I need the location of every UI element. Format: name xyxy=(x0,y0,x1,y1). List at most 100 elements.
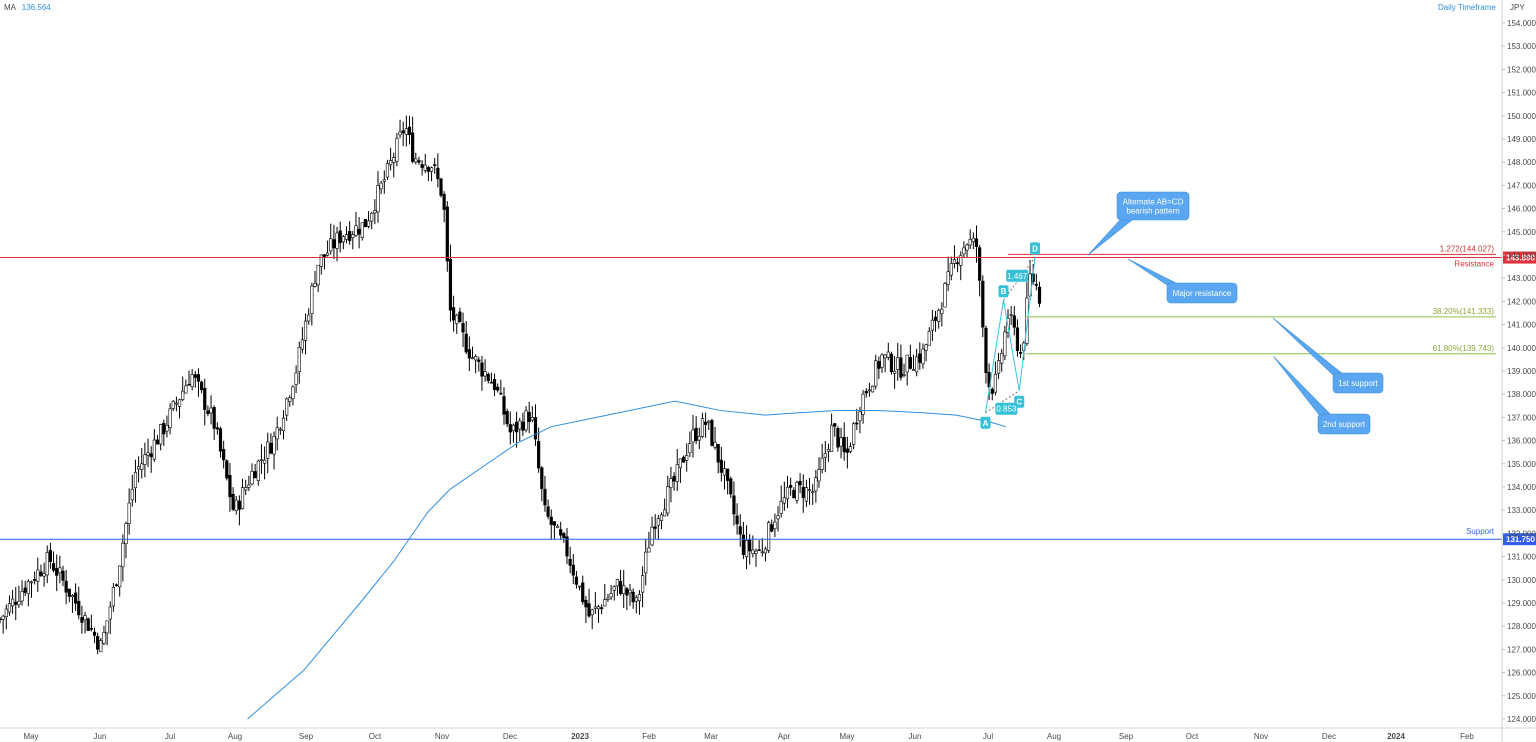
candle-up xyxy=(360,222,364,238)
y-tick-label: 139.000 xyxy=(1507,367,1536,376)
candle-up xyxy=(924,344,928,351)
candle-up xyxy=(105,620,109,634)
candle-up xyxy=(58,567,62,574)
candle-down xyxy=(237,500,242,510)
candle-up xyxy=(930,319,934,331)
x-tick-label: Jun xyxy=(909,732,922,741)
candle-up xyxy=(773,521,777,530)
candle-up xyxy=(707,420,711,423)
candle-down xyxy=(625,588,629,596)
candle-down xyxy=(568,558,572,566)
candle-up xyxy=(593,606,597,609)
candle-down xyxy=(770,524,774,532)
candle-up xyxy=(622,585,626,594)
candle-down xyxy=(1012,315,1016,328)
price-badge-label: 131.750 xyxy=(1506,535,1535,544)
candle-up xyxy=(395,137,399,162)
candle-down xyxy=(420,164,424,168)
candle-up xyxy=(886,351,890,358)
candle-down xyxy=(269,442,273,454)
candle-up xyxy=(36,569,40,582)
candle-down xyxy=(908,357,912,369)
candle-down xyxy=(1018,351,1023,354)
candle-up xyxy=(288,397,292,402)
candle-down xyxy=(703,421,708,425)
y-tick-label: 125.000 xyxy=(1507,692,1536,701)
candle-down xyxy=(436,167,440,180)
candle-up xyxy=(852,423,856,445)
x-tick-label: Jul xyxy=(165,732,175,741)
y-tick-label: 146.000 xyxy=(1507,205,1536,214)
candle-up xyxy=(291,386,295,400)
candle-down xyxy=(716,443,720,463)
candle-down xyxy=(332,239,336,249)
candle-up xyxy=(518,420,522,430)
candle-up xyxy=(398,131,402,136)
candle-up xyxy=(234,499,238,511)
candle-down xyxy=(789,485,793,488)
candle-up xyxy=(606,597,610,600)
candle-up xyxy=(165,424,169,432)
candle-down xyxy=(401,130,405,134)
candle-up xyxy=(11,598,15,607)
candle-up xyxy=(968,238,972,246)
pattern-point-label: C xyxy=(1016,398,1022,407)
y-tick-label: 144.000 xyxy=(1507,251,1536,260)
callout-text: bearish pattern xyxy=(1126,207,1179,216)
x-tick-label: May xyxy=(839,732,854,741)
x-tick-label: Sep xyxy=(1119,732,1134,741)
candle-up xyxy=(766,522,771,551)
candle-down xyxy=(489,381,494,384)
y-tick-label: 147.000 xyxy=(1507,181,1536,190)
candle-down xyxy=(23,587,27,593)
candle-up xyxy=(29,581,34,584)
candle-down xyxy=(407,126,412,136)
candle-up xyxy=(848,446,853,452)
y-tick-label: 130.000 xyxy=(1507,576,1536,585)
candle-up xyxy=(303,320,308,341)
y-tick-label: 149.000 xyxy=(1507,135,1536,144)
candle-up xyxy=(779,500,783,514)
candle-up xyxy=(952,259,957,264)
candle-up xyxy=(130,488,134,501)
candle-up xyxy=(1009,314,1013,316)
candle-up xyxy=(127,502,131,524)
candles xyxy=(0,115,1042,655)
candle-down xyxy=(212,407,216,429)
candle-down xyxy=(984,327,988,373)
x-tick-label: Aug xyxy=(228,732,242,741)
y-tick-label: 148.000 xyxy=(1507,158,1536,167)
candle-down xyxy=(200,381,204,391)
candle-down xyxy=(735,515,739,525)
x-tick-label: Aug xyxy=(1047,732,1061,741)
candle-up xyxy=(124,523,128,545)
candle-up xyxy=(379,182,383,190)
candle-up xyxy=(373,210,377,214)
candle-up xyxy=(647,547,651,553)
candle-down xyxy=(877,360,881,369)
candle-down xyxy=(33,578,37,581)
candle-up xyxy=(121,542,125,568)
candle-up xyxy=(940,308,944,314)
candle-up xyxy=(524,410,528,431)
candle-down xyxy=(417,160,421,163)
candle-up xyxy=(146,452,150,456)
y-tick-label: 154.000 xyxy=(1507,19,1536,28)
candle-up xyxy=(811,491,815,494)
y-tick-label: 134.000 xyxy=(1507,483,1536,492)
candle-down xyxy=(222,449,226,461)
candle-up xyxy=(1,615,5,620)
candle-up xyxy=(262,459,267,464)
callout-pointer xyxy=(1127,258,1181,286)
candle-down xyxy=(492,379,497,390)
callout-pointer xyxy=(1087,219,1133,256)
candle-down xyxy=(540,467,544,489)
candle-down xyxy=(889,353,894,373)
candle-up xyxy=(259,459,264,462)
candle-up xyxy=(637,594,642,602)
candle-up xyxy=(111,587,115,607)
pattern-point-badge xyxy=(980,416,991,429)
candle-down xyxy=(618,580,623,594)
x-tick-label: Jun xyxy=(94,732,107,741)
